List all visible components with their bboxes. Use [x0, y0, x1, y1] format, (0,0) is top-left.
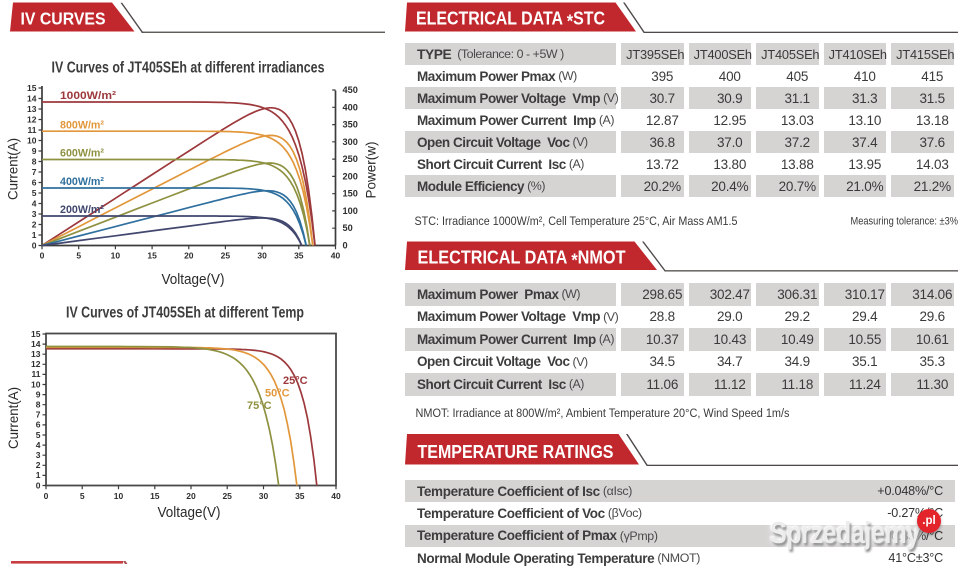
svg-text:4: 4 — [36, 440, 41, 450]
svg-text:1: 1 — [32, 230, 37, 240]
svg-text:TEMPERATURE RATINGS: TEMPERATURE RATINGS — [418, 441, 614, 462]
svg-text:12: 12 — [27, 114, 37, 124]
svg-text:9: 9 — [32, 146, 37, 156]
svg-text:20: 20 — [186, 491, 196, 501]
svg-text:20: 20 — [184, 251, 194, 261]
svg-text:5: 5 — [36, 430, 41, 440]
svg-text:300: 300 — [343, 137, 358, 147]
svg-text:10: 10 — [111, 251, 121, 261]
svg-text:2: 2 — [36, 460, 41, 470]
svg-text:0: 0 — [343, 241, 348, 251]
svg-text:75°C: 75°C — [247, 400, 272, 412]
svg-text:1: 1 — [36, 470, 41, 480]
svg-text:13: 13 — [31, 349, 41, 359]
svg-text:IV CURVES: IV CURVES — [21, 8, 106, 28]
svg-text:30: 30 — [259, 491, 269, 501]
svg-text:15: 15 — [150, 491, 160, 501]
svg-text:40: 40 — [331, 251, 341, 261]
svg-text:40: 40 — [331, 491, 341, 501]
svg-text:6: 6 — [32, 177, 37, 187]
svg-text:ELECTRICAL DATA *NMOT: ELECTRICAL DATA *NMOT — [418, 247, 627, 271]
svg-text:1000W/m²: 1000W/m² — [60, 90, 116, 102]
svg-text:7: 7 — [32, 167, 37, 177]
svg-text:35: 35 — [295, 491, 305, 501]
svg-text:10: 10 — [114, 491, 124, 501]
svg-text:600W/m²: 600W/m² — [60, 148, 104, 160]
svg-text:IV Curves of JT405SEh at diffe: IV Curves of JT405SEh at different irrad… — [52, 60, 325, 77]
svg-text:25°C: 25°C — [283, 375, 308, 387]
svg-text:200W/m²: 200W/m² — [60, 204, 104, 216]
svg-text:0: 0 — [44, 491, 49, 501]
svg-text:13: 13 — [27, 104, 37, 114]
svg-text:Current(A): Current(A) — [5, 387, 21, 449]
svg-text:400W/m²: 400W/m² — [60, 176, 104, 188]
svg-text:50°C: 50°C — [265, 388, 290, 400]
svg-text:50: 50 — [343, 223, 353, 233]
svg-text:11: 11 — [28, 125, 37, 135]
svg-text:Voltage(V): Voltage(V) — [158, 505, 221, 521]
svg-text:250: 250 — [343, 154, 358, 164]
svg-text:350: 350 — [343, 120, 358, 130]
svg-text:STC: Irradiance 1000W/m², Cell: STC: Irradiance 1000W/m², Cell Temperatu… — [415, 214, 738, 228]
svg-text:Measuring tolerance: ±3%: Measuring tolerance: ±3% — [851, 216, 959, 228]
svg-text:14: 14 — [31, 339, 41, 349]
svg-text:400: 400 — [343, 102, 358, 112]
svg-text:7: 7 — [36, 410, 41, 420]
svg-text:15: 15 — [27, 83, 37, 93]
svg-text:ELECTRICAL DATA *STC: ELECTRICAL DATA *STC — [416, 8, 605, 32]
svg-text:450: 450 — [343, 85, 358, 95]
svg-text:6: 6 — [36, 420, 41, 430]
svg-text:5: 5 — [32, 188, 37, 198]
svg-text:Voltage(V): Voltage(V) — [162, 272, 225, 288]
svg-text:35: 35 — [294, 251, 304, 261]
svg-text:25: 25 — [222, 491, 232, 501]
svg-text:15: 15 — [31, 329, 41, 339]
svg-text:Power(w): Power(w) — [363, 142, 379, 199]
svg-text:5: 5 — [80, 491, 85, 501]
svg-text:30: 30 — [257, 251, 267, 261]
svg-text:4: 4 — [32, 198, 37, 208]
svg-text:3: 3 — [36, 450, 41, 460]
svg-text:25: 25 — [221, 251, 231, 261]
svg-text:150: 150 — [343, 189, 358, 199]
svg-text:8: 8 — [32, 156, 37, 166]
svg-text:10: 10 — [31, 379, 41, 389]
svg-text:NMOT: Irradiance at 800W/m², A: NMOT: Irradiance at 800W/m², Ambient Tem… — [416, 406, 790, 420]
svg-text:3: 3 — [32, 209, 37, 219]
svg-text:Current(A): Current(A) — [5, 138, 21, 200]
svg-text:11: 11 — [32, 369, 41, 379]
svg-text:IV Curves of JT405SEh at diffe: IV Curves of JT405SEh at different Temp — [66, 305, 304, 322]
svg-text:8: 8 — [36, 400, 41, 410]
svg-text:100: 100 — [343, 206, 358, 216]
svg-text:9: 9 — [36, 389, 41, 399]
svg-text:800W/m²: 800W/m² — [60, 120, 104, 132]
svg-text:2: 2 — [32, 219, 37, 229]
svg-text:14: 14 — [27, 93, 37, 103]
svg-text:15: 15 — [147, 251, 157, 261]
svg-text:5: 5 — [76, 251, 81, 261]
svg-text:200: 200 — [343, 171, 358, 181]
svg-text:0: 0 — [40, 251, 45, 261]
svg-text:0: 0 — [32, 240, 37, 250]
svg-text:12: 12 — [31, 359, 41, 369]
svg-text:0: 0 — [36, 480, 41, 490]
svg-text:10: 10 — [27, 135, 37, 145]
